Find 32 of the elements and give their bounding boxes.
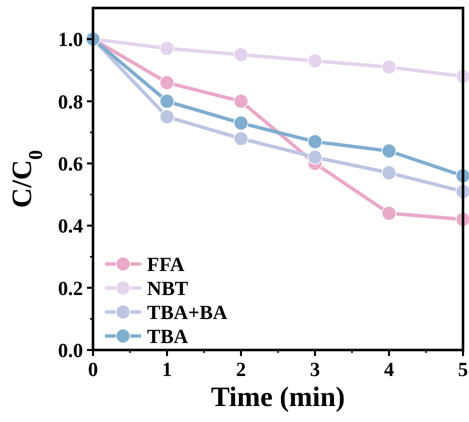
point bbox=[234, 94, 248, 109]
x-tick-label: 0 bbox=[88, 359, 98, 381]
legend-label: NBT bbox=[147, 278, 189, 300]
y-tick-label: 1.0 bbox=[58, 29, 83, 52]
y-tick-label: 0.2 bbox=[58, 278, 83, 300]
point bbox=[234, 131, 248, 146]
point bbox=[308, 53, 322, 68]
point bbox=[308, 150, 322, 165]
legend-label: FFA bbox=[147, 254, 185, 276]
y-tick-label: 0.0 bbox=[58, 340, 83, 362]
point bbox=[160, 109, 174, 124]
x-tick-label: 1 bbox=[162, 359, 172, 381]
x-tick-label: 5 bbox=[458, 359, 468, 381]
legend-label: TBA+BA bbox=[147, 302, 228, 324]
point bbox=[234, 47, 248, 62]
x-tick-label: 2 bbox=[236, 359, 246, 381]
y-tick-label: 0.4 bbox=[58, 216, 83, 238]
x-tick-label: 4 bbox=[384, 359, 394, 381]
point bbox=[308, 134, 322, 150]
y-tick-label: 0.8 bbox=[58, 91, 83, 114]
point bbox=[382, 206, 396, 221]
point bbox=[382, 144, 396, 158]
point bbox=[382, 60, 396, 74]
y-tick-label: 0.6 bbox=[58, 153, 83, 176]
point bbox=[160, 75, 174, 90]
point bbox=[234, 116, 248, 130]
x-tick-label: 3 bbox=[310, 359, 320, 381]
point bbox=[160, 41, 174, 56]
point bbox=[382, 165, 396, 180]
legend-label: TBA bbox=[147, 326, 189, 348]
x-axis-title: Time (min) bbox=[210, 382, 346, 413]
point bbox=[160, 94, 174, 109]
